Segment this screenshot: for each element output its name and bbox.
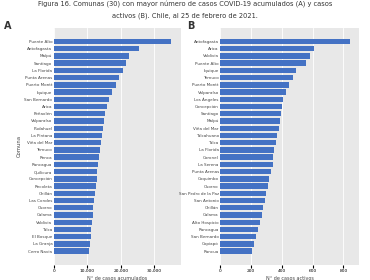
Bar bbox=[54, 104, 107, 109]
Bar bbox=[54, 68, 122, 73]
Bar bbox=[54, 191, 95, 196]
Bar bbox=[220, 205, 263, 211]
Bar bbox=[54, 60, 126, 66]
Bar bbox=[220, 118, 280, 124]
Bar bbox=[54, 39, 171, 44]
Bar bbox=[220, 155, 273, 160]
Bar bbox=[54, 227, 91, 232]
Text: Figura 16. Comunas (30) con mayor número de casos COVID-19 acumulados (A) y caso: Figura 16. Comunas (30) con mayor número… bbox=[38, 1, 332, 8]
Bar bbox=[220, 133, 277, 138]
Bar bbox=[220, 162, 273, 167]
Bar bbox=[220, 234, 256, 239]
Bar bbox=[54, 46, 139, 52]
Bar bbox=[54, 140, 101, 145]
Text: B: B bbox=[187, 21, 194, 31]
Bar bbox=[54, 82, 116, 88]
Bar bbox=[54, 183, 95, 189]
Bar bbox=[54, 125, 103, 131]
Bar bbox=[54, 133, 102, 138]
Bar bbox=[220, 60, 306, 66]
Bar bbox=[220, 46, 314, 52]
Bar bbox=[220, 212, 262, 218]
Bar bbox=[54, 53, 129, 59]
Bar bbox=[54, 205, 93, 211]
Bar bbox=[220, 75, 293, 80]
Bar bbox=[54, 89, 112, 95]
Bar bbox=[220, 248, 252, 254]
Bar bbox=[220, 68, 296, 73]
Bar bbox=[54, 155, 99, 160]
Bar bbox=[220, 89, 286, 95]
Bar bbox=[220, 111, 281, 116]
Bar bbox=[220, 104, 282, 109]
Bar bbox=[54, 220, 92, 225]
Bar bbox=[220, 147, 274, 153]
Text: activos (B). Chile, al 25 de febrero de 2021.: activos (B). Chile, al 25 de febrero de … bbox=[112, 13, 258, 19]
Bar bbox=[54, 162, 98, 167]
Bar bbox=[54, 248, 89, 254]
Bar bbox=[220, 183, 268, 189]
Bar bbox=[220, 97, 283, 102]
X-axis label: N° de casos acumulados: N° de casos acumulados bbox=[87, 276, 148, 280]
Text: A: A bbox=[4, 21, 11, 31]
Bar bbox=[220, 169, 271, 174]
Bar bbox=[54, 212, 92, 218]
Bar bbox=[220, 191, 266, 196]
Bar bbox=[220, 125, 279, 131]
Y-axis label: Comuna: Comuna bbox=[17, 135, 21, 157]
Bar bbox=[54, 241, 90, 247]
Bar bbox=[54, 234, 91, 239]
Bar bbox=[54, 75, 119, 80]
Bar bbox=[54, 118, 104, 124]
Bar bbox=[54, 111, 105, 116]
Bar bbox=[54, 97, 109, 102]
Bar bbox=[220, 220, 260, 225]
Bar bbox=[220, 176, 269, 181]
Bar bbox=[220, 82, 289, 88]
Bar bbox=[220, 39, 350, 44]
Bar bbox=[220, 198, 265, 203]
Bar bbox=[54, 147, 100, 153]
Bar bbox=[54, 198, 94, 203]
Bar bbox=[220, 53, 310, 59]
X-axis label: N° de casos activos: N° de casos activos bbox=[266, 276, 313, 280]
Bar bbox=[54, 169, 97, 174]
Bar bbox=[220, 241, 254, 247]
Bar bbox=[54, 176, 97, 181]
Bar bbox=[220, 227, 258, 232]
Bar bbox=[220, 140, 276, 145]
